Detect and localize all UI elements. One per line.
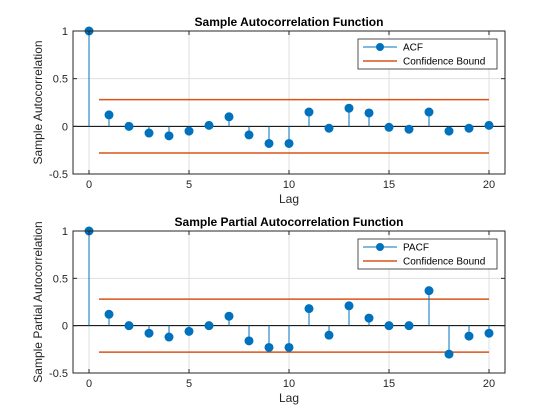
x-tick-label: 0	[86, 179, 92, 191]
stem-marker	[324, 123, 334, 133]
y-axis-label: Sample Partial Autocorrelation	[31, 221, 45, 382]
stem-marker	[224, 112, 234, 122]
legend-series-label: ACF	[403, 43, 423, 54]
pacf-chart: 0 5 10 15 20 -0.5 0 0.5 1 Sample Partial Autocorr…	[31, 215, 506, 405]
stem-marker	[364, 108, 374, 118]
stem-marker	[204, 321, 214, 331]
stem-marker	[244, 336, 254, 346]
stem-marker	[444, 349, 454, 359]
x-tick-label: 10	[283, 179, 295, 191]
y-tick-label: 0	[62, 321, 68, 333]
stem-marker	[464, 331, 474, 341]
x-tick-label: 0	[86, 378, 92, 390]
stem-marker	[124, 321, 134, 331]
legend: PACF Confidence Bound	[357, 238, 498, 270]
stem-marker	[184, 326, 194, 336]
legend-bound-label: Confidence Bound	[403, 57, 485, 68]
y-axis-label: Sample Autocorrelation	[31, 40, 45, 164]
stem-marker	[144, 128, 154, 138]
stem-marker	[284, 342, 294, 352]
legend-bound-label: Confidence Bound	[403, 257, 485, 268]
y-tick-label: 0.5	[53, 74, 68, 86]
stem-marker	[464, 123, 474, 133]
stem-marker	[324, 330, 334, 340]
legend: ACF Confidence Bound	[357, 38, 498, 70]
acf-chart: 0 5 10 15 20 -0.5 0 0.5 1 Sample Autocorrelation …	[31, 15, 506, 206]
x-tick-label: 15	[383, 378, 395, 390]
stem-marker	[284, 138, 294, 148]
x-tick-label: 5	[186, 378, 192, 390]
chart-title: Sample Partial Autocorrelation Function	[175, 215, 404, 229]
x-axis-label: Lag	[279, 391, 299, 405]
stem-marker	[164, 131, 174, 141]
x-tick-label: 20	[483, 179, 495, 191]
x-tick-label: 15	[383, 179, 395, 191]
stem-marker	[204, 120, 214, 130]
stem-marker	[444, 126, 454, 136]
stem-marker	[104, 110, 114, 120]
legend-series-marker	[376, 43, 384, 51]
x-tick-label: 5	[186, 179, 192, 191]
stem-marker	[164, 332, 174, 342]
stem-marker	[484, 120, 494, 130]
stem-marker	[224, 311, 234, 321]
stem-marker	[404, 321, 414, 331]
stem-marker	[184, 126, 194, 136]
stem-marker	[344, 103, 354, 113]
y-tick-label: 0	[62, 121, 68, 133]
y-tick-label: -0.5	[49, 368, 68, 380]
stem-marker	[424, 107, 434, 117]
stem-marker	[484, 328, 494, 338]
legend-series-marker	[376, 243, 384, 251]
stem-marker	[144, 328, 154, 338]
stem-marker	[104, 309, 114, 319]
stem-marker	[364, 313, 374, 323]
stem-marker	[264, 138, 274, 148]
stem-marker	[384, 122, 394, 132]
stem-marker	[244, 130, 254, 140]
y-tick-label: 0.5	[53, 273, 68, 285]
x-axis-label: Lag	[279, 192, 299, 206]
stem-marker	[344, 301, 354, 311]
stem-marker	[424, 286, 434, 296]
stem-marker	[404, 124, 414, 134]
x-tick-label: 20	[483, 378, 495, 390]
legend-series-label: PACF	[403, 243, 429, 254]
stem-marker	[124, 121, 134, 131]
chart-title: Sample Autocorrelation Function	[195, 15, 384, 29]
y-tick-label: 1	[62, 226, 68, 238]
stem-marker	[304, 107, 314, 117]
stem-marker	[384, 321, 394, 331]
y-tick-label: 1	[62, 26, 68, 38]
x-tick-label: 10	[283, 378, 295, 390]
stem-marker	[304, 304, 314, 314]
y-tick-label: -0.5	[49, 169, 68, 181]
stem-marker	[264, 342, 274, 352]
legend-box	[357, 38, 498, 70]
